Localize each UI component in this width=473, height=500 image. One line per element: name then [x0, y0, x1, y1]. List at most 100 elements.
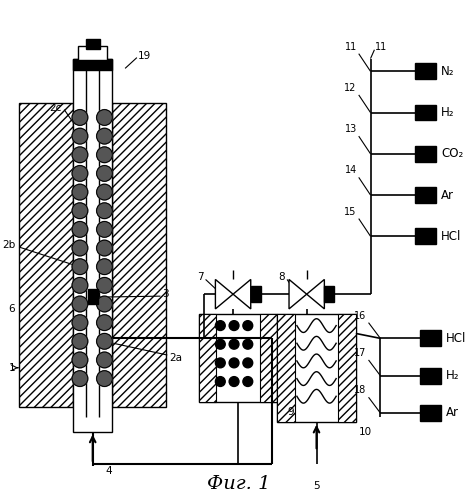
- Circle shape: [72, 334, 88, 349]
- Circle shape: [96, 184, 112, 200]
- Circle shape: [243, 320, 253, 330]
- Bar: [338, 314, 356, 422]
- Text: CO₂: CO₂: [441, 148, 464, 160]
- Text: 12: 12: [344, 83, 357, 93]
- Bar: [19, 103, 73, 407]
- Circle shape: [96, 259, 112, 274]
- Circle shape: [72, 370, 88, 386]
- Bar: [73, 58, 112, 70]
- Circle shape: [243, 340, 253, 349]
- Text: 19: 19: [138, 50, 151, 60]
- Text: 6: 6: [9, 304, 15, 314]
- Circle shape: [96, 315, 112, 330]
- Circle shape: [72, 278, 88, 293]
- Text: 17: 17: [354, 348, 367, 358]
- Circle shape: [96, 222, 112, 237]
- Circle shape: [229, 320, 239, 330]
- Bar: [199, 314, 216, 402]
- Circle shape: [229, 376, 239, 386]
- Text: 5: 5: [313, 480, 320, 490]
- Circle shape: [96, 334, 112, 349]
- Circle shape: [96, 240, 112, 256]
- Bar: [19, 103, 73, 407]
- Circle shape: [72, 259, 88, 274]
- Polygon shape: [215, 280, 233, 309]
- Circle shape: [72, 147, 88, 162]
- Circle shape: [72, 222, 88, 237]
- Circle shape: [96, 296, 112, 312]
- Text: 18: 18: [354, 386, 367, 396]
- Circle shape: [96, 203, 112, 218]
- Text: 8: 8: [279, 272, 285, 282]
- Bar: [277, 314, 356, 422]
- Bar: [415, 64, 436, 79]
- Text: 11: 11: [344, 42, 357, 51]
- Circle shape: [96, 278, 112, 293]
- Circle shape: [72, 240, 88, 256]
- Bar: [112, 103, 166, 407]
- Text: Ar: Ar: [441, 188, 454, 202]
- Bar: [86, 39, 100, 49]
- Circle shape: [72, 166, 88, 182]
- Bar: [260, 314, 277, 402]
- Circle shape: [72, 184, 88, 200]
- Text: 10: 10: [359, 426, 372, 436]
- Circle shape: [243, 358, 253, 368]
- Bar: [420, 368, 441, 384]
- Text: 2b: 2b: [2, 240, 15, 250]
- Text: 2a: 2a: [169, 353, 182, 363]
- Circle shape: [72, 128, 88, 144]
- Polygon shape: [307, 280, 324, 309]
- Polygon shape: [289, 280, 307, 309]
- Bar: [78, 46, 107, 60]
- Text: 16: 16: [354, 310, 367, 320]
- Bar: [324, 286, 334, 302]
- Bar: [251, 286, 261, 302]
- Circle shape: [243, 376, 253, 386]
- Bar: [338, 314, 356, 422]
- Text: 3: 3: [162, 289, 169, 299]
- Bar: [199, 314, 216, 402]
- Circle shape: [215, 358, 225, 368]
- Text: N₂: N₂: [441, 65, 455, 78]
- Circle shape: [72, 352, 88, 368]
- Text: H₂: H₂: [446, 369, 460, 382]
- Circle shape: [72, 203, 88, 218]
- Text: Ar: Ar: [446, 406, 459, 420]
- Circle shape: [96, 128, 112, 144]
- Text: 4: 4: [105, 466, 112, 476]
- Circle shape: [215, 376, 225, 386]
- Bar: [277, 314, 295, 422]
- Bar: [73, 58, 112, 432]
- Circle shape: [96, 166, 112, 182]
- Text: 15: 15: [344, 206, 357, 216]
- Bar: [420, 330, 441, 346]
- Circle shape: [96, 370, 112, 386]
- Circle shape: [229, 340, 239, 349]
- Text: HCl: HCl: [446, 332, 466, 345]
- Circle shape: [96, 110, 112, 126]
- Circle shape: [229, 358, 239, 368]
- Text: 1: 1: [9, 363, 15, 373]
- Bar: [415, 104, 436, 120]
- Text: Фиг. 1: Фиг. 1: [207, 474, 271, 492]
- Circle shape: [215, 340, 225, 349]
- Circle shape: [96, 352, 112, 368]
- Bar: [277, 314, 295, 422]
- Circle shape: [72, 315, 88, 330]
- Bar: [415, 187, 436, 203]
- Text: 2c: 2c: [49, 102, 61, 113]
- Bar: [88, 290, 97, 304]
- Circle shape: [96, 147, 112, 162]
- Circle shape: [72, 296, 88, 312]
- Circle shape: [72, 110, 88, 126]
- Text: 14: 14: [344, 166, 357, 175]
- Bar: [112, 103, 166, 407]
- Text: 11: 11: [376, 42, 388, 52]
- Polygon shape: [233, 280, 251, 309]
- Text: HCl: HCl: [441, 230, 462, 243]
- Circle shape: [215, 320, 225, 330]
- Bar: [199, 314, 277, 402]
- Bar: [260, 314, 277, 402]
- Text: 9: 9: [287, 407, 294, 417]
